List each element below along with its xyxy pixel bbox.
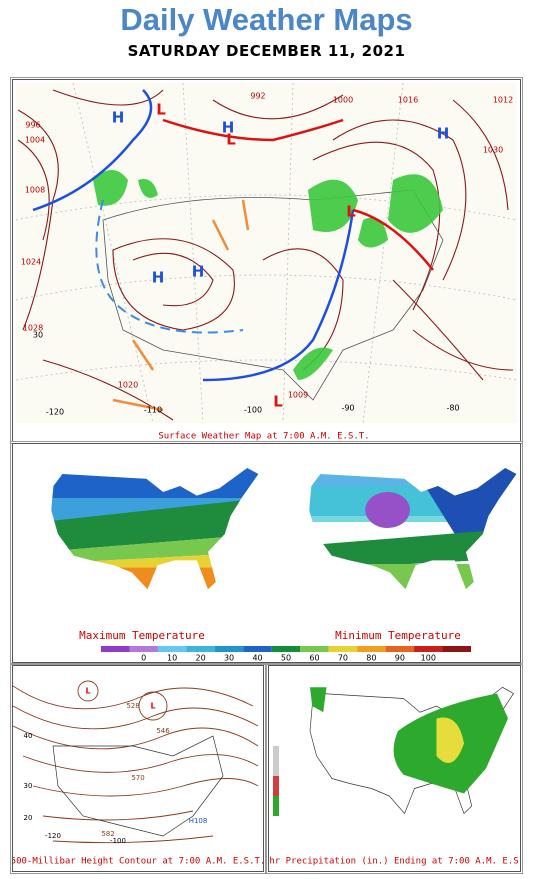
page-date: SATURDAY DECEMBER 11, 2021	[127, 42, 406, 60]
coordinate-label: 20	[24, 814, 33, 822]
scale-swatch	[385, 646, 415, 652]
high-pressure-label: H	[437, 125, 450, 143]
low-pressure-label: L	[273, 393, 283, 411]
max-caption: Maximum Temperature	[79, 629, 205, 642]
color-scale: 0 10 20 30 40 50 60 70 80 90 100	[101, 646, 471, 663]
low-label: L	[85, 687, 90, 696]
isobars	[17, 89, 514, 421]
coordinate-label: -80	[446, 404, 459, 413]
scale-swatch	[157, 646, 187, 652]
height-panel: 500-Millibar Height Contour at 7:00 A.M.…	[10, 663, 266, 874]
coordinate-label: -110	[144, 406, 162, 415]
scale-tick-label: 70	[338, 654, 348, 663]
scale-tick-label: 30	[224, 654, 234, 663]
graticule	[15, 82, 518, 424]
isobar-label: 1009	[288, 391, 308, 400]
low-label: L	[150, 702, 155, 711]
temperature-panel: Maximum Temperature Minimum Temperature …	[10, 441, 523, 665]
scale-swatch	[129, 646, 158, 652]
coordinate-label: 40	[24, 732, 33, 740]
trough	[95, 199, 244, 334]
scale-swatch	[101, 646, 130, 652]
high-pressure-label: H	[222, 119, 235, 137]
isobar-label: 1000	[333, 96, 353, 105]
country-outline	[52, 735, 224, 837]
high-label: H108	[189, 817, 208, 825]
min-temperature-map	[309, 468, 517, 590]
isobar-label: 1028	[23, 324, 43, 333]
high-pressure-label: H	[152, 269, 165, 287]
scale-tick-label: 50	[281, 654, 291, 663]
coordinate-label: 30	[33, 331, 43, 340]
precipitation-areas	[93, 170, 443, 380]
scale-swatch	[357, 646, 386, 652]
high-pressure-label: H	[192, 263, 205, 281]
surface-map: Surface Weather Map at 7:00 A.M. E.S.T. …	[15, 82, 518, 442]
min-caption: Minimum Temperature	[335, 629, 461, 642]
high-pressure-label: H	[112, 109, 125, 127]
precipitation-caption: 24-hr Precipitation (in.) Ending at 7:00…	[269, 857, 520, 867]
isobar-label: 1020	[118, 381, 138, 390]
scale-tick-label: 0	[141, 654, 146, 663]
troughs	[112, 199, 250, 412]
coordinate-label: -100	[110, 837, 126, 845]
low-pressure-label: L	[346, 203, 356, 221]
isobar-label: 1024	[21, 258, 41, 267]
precipitation-areas	[309, 686, 515, 815]
scale-tick-label: 20	[196, 654, 206, 663]
scale-swatch	[243, 646, 272, 652]
isobar-label: 1030	[483, 146, 503, 155]
low-pressure-label: L	[156, 101, 166, 119]
warm-front	[162, 118, 344, 142]
scale-tick-label: 60	[309, 654, 319, 663]
contour-label: 570	[131, 774, 144, 782]
page-title: Daily Weather Maps	[120, 2, 413, 37]
surface-caption: Surface Weather Map at 7:00 A.M. E.S.T.	[158, 432, 369, 442]
coordinate-label: 30	[24, 782, 33, 790]
isobar-label: 996	[25, 121, 40, 130]
warm-front	[352, 208, 434, 271]
scale-swatch	[328, 646, 358, 652]
isobar-label: 1004	[25, 136, 45, 145]
scale-tick-label: 90	[395, 654, 405, 663]
precipitation-map: 24-hr Precipitation (in.) Ending at 7:00…	[253, 686, 533, 867]
scale-tick-label: 80	[366, 654, 376, 663]
scale-swatch	[271, 646, 301, 652]
height-map: 500-Millibar Height Contour at 7:00 A.M.…	[11, 680, 265, 867]
contours	[12, 680, 259, 844]
max-temperature-map	[51, 468, 259, 590]
temperature-maps: Maximum Temperature Minimum Temperature …	[51, 468, 517, 663]
scale-tick-label: 40	[252, 654, 262, 663]
coordinate-label: -90	[341, 404, 354, 413]
isobar-label: 1016	[398, 96, 418, 105]
scale-tick-label: 10	[167, 654, 177, 663]
scale-swatch	[214, 646, 244, 652]
contour-label: 546	[156, 727, 170, 735]
precipitation-legend	[273, 746, 279, 816]
cold-front	[32, 89, 153, 212]
scale-tick-label: 100	[421, 654, 436, 663]
cold-front	[202, 209, 355, 382]
isobar-label: 1008	[25, 186, 45, 195]
precipitation-panel: 24-hr Precipitation (in.) Ending at 7:00…	[253, 663, 533, 874]
surface-panel: Surface Weather Map at 7:00 A.M. E.S.T. …	[10, 77, 523, 444]
scale-swatch	[300, 646, 329, 652]
coordinate-label: -120	[45, 832, 61, 840]
scale-swatch	[442, 646, 471, 652]
contour-label: 528	[126, 702, 139, 710]
low-pressure-label: L	[226, 131, 236, 149]
isobar-label: 992	[250, 92, 265, 101]
isobar-label: 1012	[493, 96, 513, 105]
coordinate-label: -100	[244, 406, 262, 415]
contour-label: 582	[101, 830, 114, 838]
scale-swatch	[186, 646, 215, 652]
scale-swatch	[414, 646, 443, 652]
coordinate-label: -120	[46, 408, 64, 417]
height-caption: 500-Millibar Height Contour at 7:00 A.M.…	[13, 857, 263, 867]
